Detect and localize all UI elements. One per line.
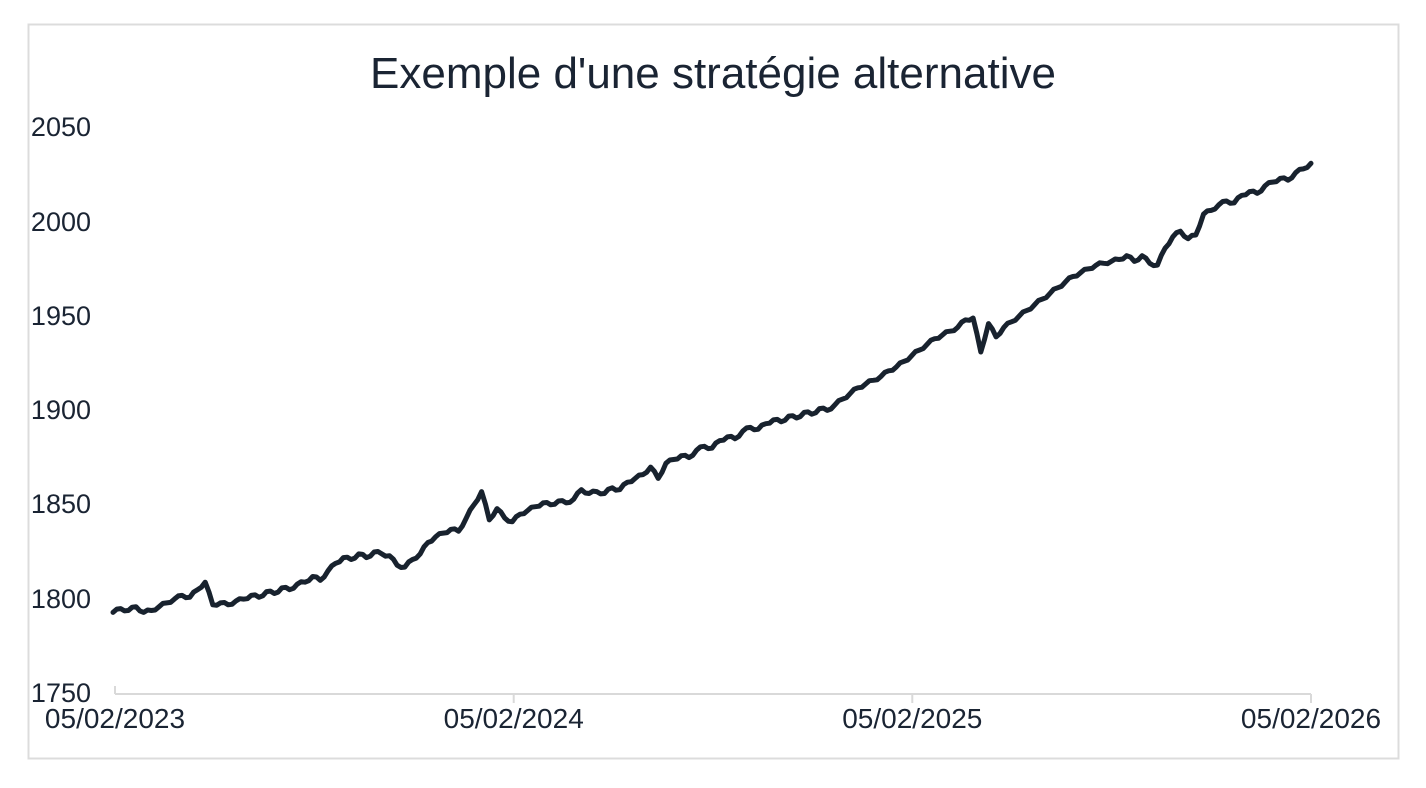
x-tick-label: 05/02/2026 xyxy=(1241,703,1381,734)
x-tick-label: 05/02/2025 xyxy=(842,703,982,734)
y-tick-label: 1850 xyxy=(31,489,91,519)
y-tick-label: 1750 xyxy=(31,678,91,708)
x-axis-labels: 05/02/2023 05/02/2024 05/02/2025 05/02/2… xyxy=(45,703,1381,734)
data-series-line xyxy=(110,160,1314,615)
y-tick-label: 2050 xyxy=(31,112,91,142)
chart-frame xyxy=(27,23,1400,760)
y-axis-labels: 2050 2000 1950 1900 1850 1800 1750 xyxy=(31,112,91,708)
y-tick-label: 1800 xyxy=(31,584,91,614)
y-tick-label: 1900 xyxy=(31,395,91,425)
y-tick-label: 2000 xyxy=(31,207,91,237)
x-tick-label: 05/02/2023 xyxy=(45,703,185,734)
x-tick-label: 05/02/2024 xyxy=(444,703,584,734)
x-axis-line xyxy=(114,686,1312,703)
y-tick-label: 1950 xyxy=(31,301,91,331)
chart-title: Exemple d'une stratégie alternative xyxy=(370,49,1056,98)
